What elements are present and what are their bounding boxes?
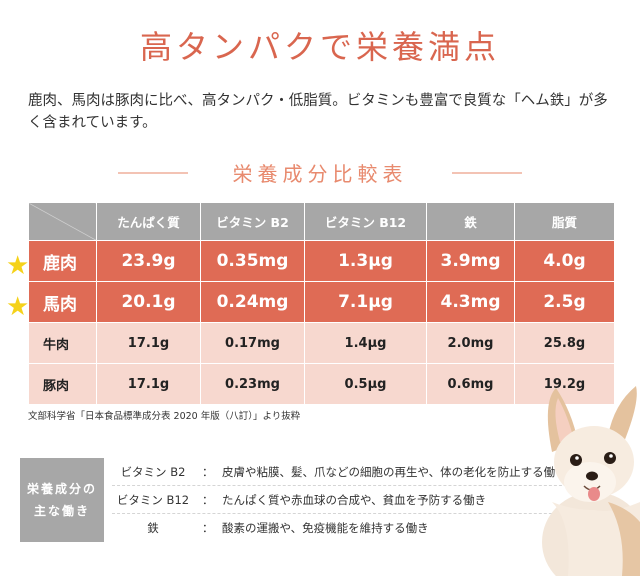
row-label: 鹿肉 [28,240,97,282]
star-icon: ★ [6,292,30,322]
table-cell: 2.0mg [426,322,515,364]
badge-line: 主な働き [33,504,90,518]
table-row: 馬肉 20.1g 0.24mg 7.1μg 4.3mg 2.5g [28,281,615,323]
nutrient-name: ビタミン B2 [120,465,186,479]
page-title: 高タンパクで栄養満点 [139,28,500,66]
column-header: たんぱく質 [96,202,201,241]
nutrient-function-row: ビタミン B12 ： たんぱく質や赤血球の合成や、貧血を予防する働き [112,486,582,514]
nutrition-comparison-table: たんぱく質 ビタミン B2 ビタミン B12 鉄 脂質 鹿肉 23.9g 0.3… [28,202,615,405]
nutrient-name: 鉄 [147,521,159,535]
table-cell: 4.3mg [426,281,515,323]
table-row: 豚肉 17.1g 0.23mg 0.5μg 0.6mg 19.2g [28,363,615,405]
table-cell: 0.23mg [200,363,305,405]
nutrient-description: 皮膚や粘膜、髪、爪などの細胞の再生や、体の老化を防止する働き [222,465,567,479]
table-cell: 1.3μg [304,240,427,282]
chihuahua-dog-image [542,386,640,576]
table-cell: 17.1g [96,363,201,405]
row-label: 牛肉 [28,322,97,364]
nutrient-name: ビタミン B12 [116,493,190,507]
table-header-row: たんぱく質 ビタミン B2 ビタミン B12 鉄 脂質 [28,202,615,241]
table-corner-cell [28,202,97,241]
section-title: 栄養成分比較表 [232,162,408,186]
table-cell: 0.17mg [200,322,305,364]
table-cell: 0.24mg [200,281,305,323]
table-row: 牛肉 17.1g 0.17mg 1.4μg 2.0mg 25.8g [28,322,615,364]
table-cell: 0.35mg [200,240,305,282]
section-heading: 栄養成分比較表 [0,158,640,186]
row-label: 馬肉 [28,281,97,323]
table-cell: 1.4μg [304,322,427,364]
row-label: 豚肉 [28,363,97,405]
nutrient-function-row: ビタミン B2 ： 皮膚や粘膜、髪、爪などの細胞の再生や、体の老化を防止する働き [112,458,582,486]
separator: ： [202,521,214,535]
nutrient-description: たんぱく質や赤血球の合成や、貧血を予防する働き [222,493,487,507]
badge-line: 栄養成分の [26,482,97,496]
source-note: 文部科学省「日本食品標準成分表 2020 年版（八訂）」より抜粋 [28,411,301,422]
nutrient-function-row: 鉄 ： 酸素の運搬や、免疫機能を維持する働き [112,514,582,542]
table-cell: 0.5μg [304,363,427,405]
intro-text: 鹿肉、馬肉は豚肉に比べ、高タンパク・低脂質。ビタミンも豊富で良質な「ヘム鉄」が多… [28,93,608,131]
table-cell: 2.5g [514,281,615,323]
table-cell: 17.1g [96,322,201,364]
separator: ： [202,493,214,507]
nutrient-functions: 栄養成分の 主な働き ビタミン B2 ： 皮膚や粘膜、髪、爪などの細胞の再生や、… [20,458,590,542]
star-icon: ★ [6,251,30,281]
table-cell: 7.1μg [304,281,427,323]
nutrient-functions-badge: 栄養成分の 主な働き [20,458,104,542]
nutrient-description: 酸素の運搬や、免疫機能を維持する働き [222,521,429,535]
table-cell: 3.9mg [426,240,515,282]
table-cell: 4.0g [514,240,615,282]
table-cell: 23.9g [96,240,201,282]
table-row: 鹿肉 23.9g 0.35mg 1.3μg 3.9mg 4.0g [28,240,615,282]
column-header: ビタミン B12 [304,202,427,241]
table-cell: 25.8g [514,322,615,364]
heading-line-right [452,172,522,174]
heading-line-left [118,172,188,174]
separator: ： [202,465,214,479]
table-cell: 0.6mg [426,363,515,405]
column-header: 脂質 [514,202,615,241]
column-header: 鉄 [426,202,515,241]
table-cell: 20.1g [96,281,201,323]
column-header: ビタミン B2 [200,202,305,241]
table-cell: 19.2g [514,363,615,405]
